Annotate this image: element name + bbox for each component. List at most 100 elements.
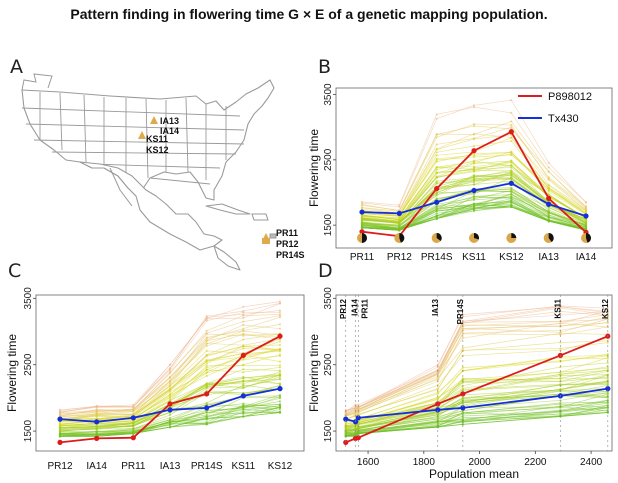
family-point xyxy=(278,338,282,341)
family-point xyxy=(278,360,282,363)
family-point xyxy=(435,180,438,183)
family-point xyxy=(360,226,364,229)
family-point xyxy=(242,305,245,308)
x-tick-label: 2200 xyxy=(524,457,547,468)
family-point xyxy=(510,205,513,208)
family-point xyxy=(360,220,364,223)
family-point xyxy=(344,431,347,434)
family-point xyxy=(435,157,438,160)
family-point xyxy=(510,164,513,167)
family-point xyxy=(242,412,245,415)
family-point xyxy=(205,349,208,352)
family-point xyxy=(472,197,476,200)
x-tick-label: IA14 xyxy=(576,252,597,263)
family-point xyxy=(606,396,609,399)
kansas-marker xyxy=(138,131,146,139)
y-tick-label: 3500 xyxy=(323,83,334,106)
family-point xyxy=(278,313,282,316)
series-point-p898012 xyxy=(355,435,361,441)
family-point xyxy=(58,421,62,424)
family-point xyxy=(58,413,62,416)
family-point xyxy=(205,371,208,374)
family-point xyxy=(547,176,550,179)
puerto-rico-marker-base xyxy=(262,238,270,244)
family-point xyxy=(547,170,550,173)
family-point xyxy=(168,426,172,429)
family-point xyxy=(472,209,476,212)
family-point xyxy=(472,192,476,196)
family-point xyxy=(461,397,464,400)
x-tick-label: 1800 xyxy=(413,457,436,468)
series-point-p898012 xyxy=(546,195,552,201)
family-point xyxy=(168,420,172,423)
pie-slice xyxy=(362,233,367,243)
family-point xyxy=(435,133,438,136)
family-point xyxy=(510,99,513,102)
family-point xyxy=(584,211,588,214)
family-point xyxy=(205,374,208,377)
family-point xyxy=(168,396,172,400)
family-point xyxy=(461,416,464,419)
family-point xyxy=(436,426,439,429)
environment-label: PR11 xyxy=(360,298,369,318)
family-point xyxy=(461,411,464,414)
family-point xyxy=(461,423,464,426)
family-point xyxy=(398,205,401,208)
family-point xyxy=(95,409,98,412)
environment-label: KS11 xyxy=(553,298,562,318)
family-point xyxy=(436,372,439,376)
family-point xyxy=(360,206,364,209)
x-tick-label: KS11 xyxy=(231,461,255,472)
family-point xyxy=(547,188,550,192)
series-point-p898012 xyxy=(277,333,283,339)
series-point-p898012 xyxy=(240,352,246,359)
family-point xyxy=(242,345,245,348)
family-point xyxy=(242,338,245,341)
family-point xyxy=(354,433,357,436)
series-point-p898012 xyxy=(460,391,466,397)
family-point xyxy=(344,421,347,424)
series-point-p898012 xyxy=(435,401,441,407)
family-point xyxy=(472,124,476,128)
family-point xyxy=(472,203,476,206)
family-point xyxy=(357,428,360,431)
family-point xyxy=(398,217,401,220)
family-point xyxy=(205,417,208,420)
family-point xyxy=(205,360,208,363)
pie-slice xyxy=(436,233,442,241)
family-point xyxy=(510,173,513,176)
series-point-tx430 xyxy=(204,405,210,411)
family-point xyxy=(354,406,357,409)
family-point xyxy=(510,126,513,129)
x-tick-label: PR14S xyxy=(421,252,453,263)
family-point xyxy=(278,400,282,403)
family-point xyxy=(547,211,550,214)
x-tick-label: 2000 xyxy=(468,457,491,468)
family-point xyxy=(472,206,476,209)
family-point xyxy=(606,411,609,414)
family-point xyxy=(547,206,550,209)
family-point xyxy=(461,322,464,325)
family-point xyxy=(278,406,282,409)
hispaniola xyxy=(251,213,269,221)
family-point xyxy=(205,344,208,347)
state-border-14 xyxy=(89,163,221,169)
family-point xyxy=(278,327,282,330)
family-point xyxy=(205,332,208,336)
legend: P898012 Tx430 xyxy=(518,91,592,125)
family-point xyxy=(559,306,562,309)
family-point xyxy=(357,423,360,426)
family-point xyxy=(398,220,401,223)
series-point-tx430 xyxy=(167,407,173,413)
panel-letter-c: C xyxy=(8,260,22,282)
family-point xyxy=(132,422,135,426)
family-point xyxy=(242,415,245,418)
family-point xyxy=(205,366,208,369)
family-point xyxy=(242,385,245,388)
family-line xyxy=(345,333,608,417)
family-point xyxy=(584,201,588,204)
family-point xyxy=(510,166,513,169)
map-label-pr14s: PR14S xyxy=(276,250,305,260)
y-axis-label: Flowering time xyxy=(307,334,321,412)
family-point xyxy=(205,337,208,340)
